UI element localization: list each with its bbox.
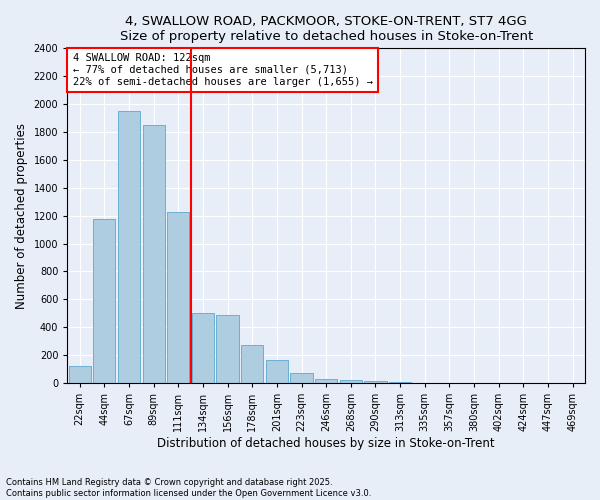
Title: 4, SWALLOW ROAD, PACKMOOR, STOKE-ON-TRENT, ST7 4GG
Size of property relative to : 4, SWALLOW ROAD, PACKMOOR, STOKE-ON-TREN…	[119, 15, 533, 43]
Bar	[241, 346, 263, 383]
Bar	[340, 380, 362, 383]
Bar	[192, 314, 214, 383]
Bar	[315, 379, 337, 383]
Bar	[143, 125, 165, 383]
Bar	[118, 111, 140, 383]
Bar	[290, 372, 313, 383]
X-axis label: Distribution of detached houses by size in Stoke-on-Trent: Distribution of detached houses by size …	[157, 437, 495, 450]
Bar	[364, 381, 386, 383]
Bar	[266, 360, 288, 383]
Text: 4 SWALLOW ROAD: 122sqm
← 77% of detached houses are smaller (5,713)
22% of semi-: 4 SWALLOW ROAD: 122sqm ← 77% of detached…	[73, 54, 373, 86]
Text: Contains HM Land Registry data © Crown copyright and database right 2025.
Contai: Contains HM Land Registry data © Crown c…	[6, 478, 371, 498]
Bar	[167, 212, 190, 383]
Bar	[217, 314, 239, 383]
Bar	[68, 366, 91, 383]
Y-axis label: Number of detached properties: Number of detached properties	[15, 122, 28, 308]
Bar	[389, 382, 411, 383]
Bar	[93, 219, 115, 383]
